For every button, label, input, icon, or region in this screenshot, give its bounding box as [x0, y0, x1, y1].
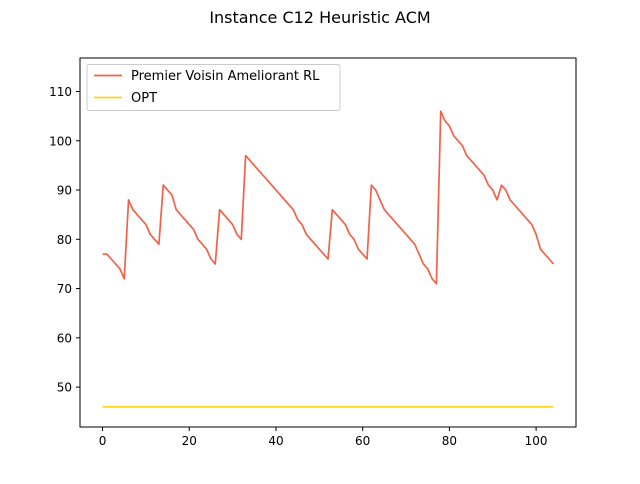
x-tick-label: 80: [442, 434, 457, 448]
x-axis: 0 20 40 60 80 100: [99, 427, 548, 448]
x-tick-label: 40: [268, 434, 283, 448]
y-tick-label: 110: [49, 85, 72, 99]
y-tick-label: 100: [49, 134, 72, 148]
y-tick-label: 50: [57, 381, 72, 395]
x-tick-label: 20: [182, 434, 197, 448]
legend: Premier Voisin Ameliorant RL OPT: [86, 64, 341, 111]
x-tick-label: 0: [99, 434, 107, 448]
y-tick-label: 60: [57, 331, 72, 345]
legend-label-opt: OPT: [131, 91, 157, 106]
y-tick-label: 80: [57, 233, 72, 247]
plot-area: [102, 110, 555, 408]
axes-frame: [79, 57, 577, 428]
chart-title: Instance C12 Heuristic ACM: [209, 8, 430, 27]
series-line-premier-voisin-ameliorant-rl: [102, 110, 555, 285]
legend-label-premier-voisin: Premier Voisin Ameliorant RL: [131, 69, 320, 84]
y-tick-label: 90: [57, 184, 72, 198]
x-tick-label: 60: [355, 434, 370, 448]
x-tick-label: 100: [525, 434, 548, 448]
y-axis: 50 60 70 80 90 100 110: [49, 85, 80, 395]
legend-box: [86, 64, 341, 111]
y-tick-label: 70: [57, 282, 72, 296]
